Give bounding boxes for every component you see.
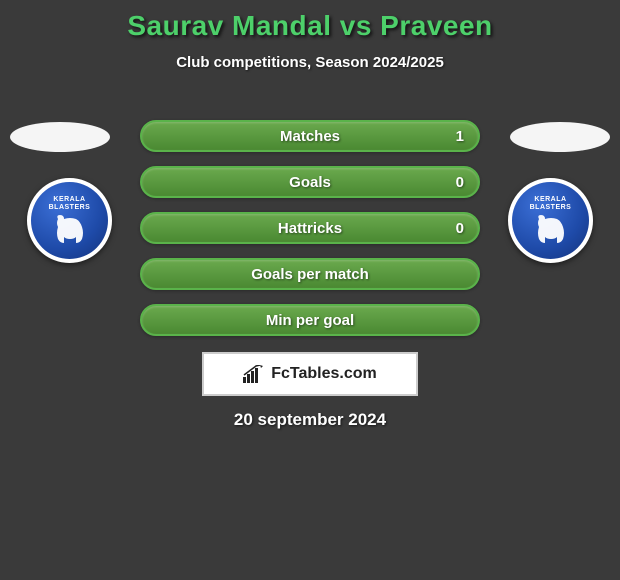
stat-row-goals: Goals 0 — [140, 166, 480, 198]
elephant-icon — [50, 213, 90, 245]
attribution-box: FcTables.com — [202, 352, 418, 396]
date-text: 20 september 2024 — [0, 410, 620, 430]
player-right-avatar-placeholder — [510, 122, 610, 152]
stat-label: Min per goal — [266, 312, 354, 329]
subtitle: Club competitions, Season 2024/2025 — [0, 54, 620, 71]
club-name-top: KERALA — [53, 196, 85, 204]
stats-area: Matches 1 Goals 0 Hattricks 0 Goals per … — [140, 120, 480, 350]
page-title: Saurav Mandal vs Praveen — [0, 0, 620, 42]
bar-chart-icon — [243, 365, 265, 383]
player-right-club-badge: KERALA BLASTERS — [508, 178, 593, 263]
infographic-container: Saurav Mandal vs Praveen Club competitio… — [0, 0, 620, 580]
club-name-top: KERALA — [534, 196, 566, 204]
stat-label: Goals — [289, 174, 331, 191]
player-left-club-badge: KERALA BLASTERS — [27, 178, 112, 263]
elephant-icon — [531, 213, 571, 245]
player-left-avatar-placeholder — [10, 122, 110, 152]
stat-value-right: 0 — [456, 220, 464, 237]
stat-label: Matches — [280, 128, 340, 145]
stat-row-min-per-goal: Min per goal — [140, 304, 480, 336]
stat-label: Goals per match — [251, 266, 369, 283]
stat-value-right: 0 — [456, 174, 464, 191]
stat-row-goals-per-match: Goals per match — [140, 258, 480, 290]
stat-row-matches: Matches 1 — [140, 120, 480, 152]
stat-label: Hattricks — [278, 220, 342, 237]
attribution-text: FcTables.com — [271, 365, 377, 383]
club-name-bottom: BLASTERS — [49, 204, 91, 212]
stat-row-hattricks: Hattricks 0 — [140, 212, 480, 244]
club-name-bottom: BLASTERS — [530, 204, 572, 212]
stat-value-right: 1 — [456, 128, 464, 145]
